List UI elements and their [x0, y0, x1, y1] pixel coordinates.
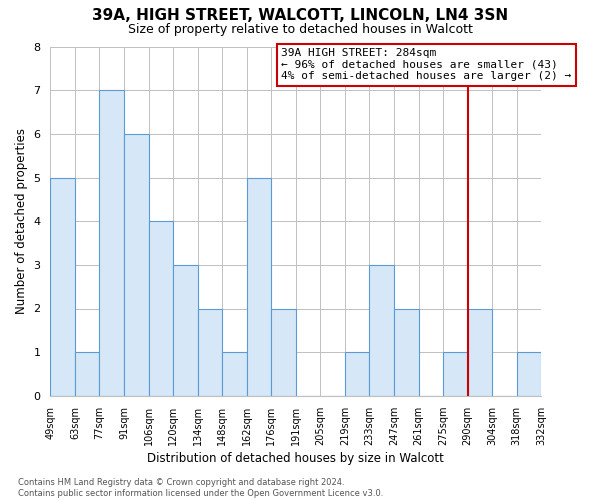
Y-axis label: Number of detached properties: Number of detached properties	[15, 128, 28, 314]
Text: 39A, HIGH STREET, WALCOTT, LINCOLN, LN4 3SN: 39A, HIGH STREET, WALCOTT, LINCOLN, LN4 …	[92, 8, 508, 22]
Bar	[394, 308, 419, 396]
Bar	[345, 352, 370, 396]
Text: Size of property relative to detached houses in Walcott: Size of property relative to detached ho…	[128, 22, 472, 36]
Text: 39A HIGH STREET: 284sqm
← 96% of detached houses are smaller (43)
4% of semi-det: 39A HIGH STREET: 284sqm ← 96% of detache…	[281, 48, 571, 82]
Bar	[467, 308, 492, 396]
X-axis label: Distribution of detached houses by size in Walcott: Distribution of detached houses by size …	[148, 452, 444, 465]
Bar	[75, 352, 100, 396]
Bar	[173, 265, 197, 396]
Bar	[271, 308, 296, 396]
Bar	[443, 352, 467, 396]
Bar	[370, 265, 394, 396]
Bar	[517, 352, 541, 396]
Bar	[222, 352, 247, 396]
Bar	[124, 134, 149, 396]
Bar	[100, 90, 124, 396]
Bar	[247, 178, 271, 396]
Bar	[50, 178, 75, 396]
Bar	[149, 221, 173, 396]
Text: Contains HM Land Registry data © Crown copyright and database right 2024.
Contai: Contains HM Land Registry data © Crown c…	[18, 478, 383, 498]
Bar	[197, 308, 222, 396]
